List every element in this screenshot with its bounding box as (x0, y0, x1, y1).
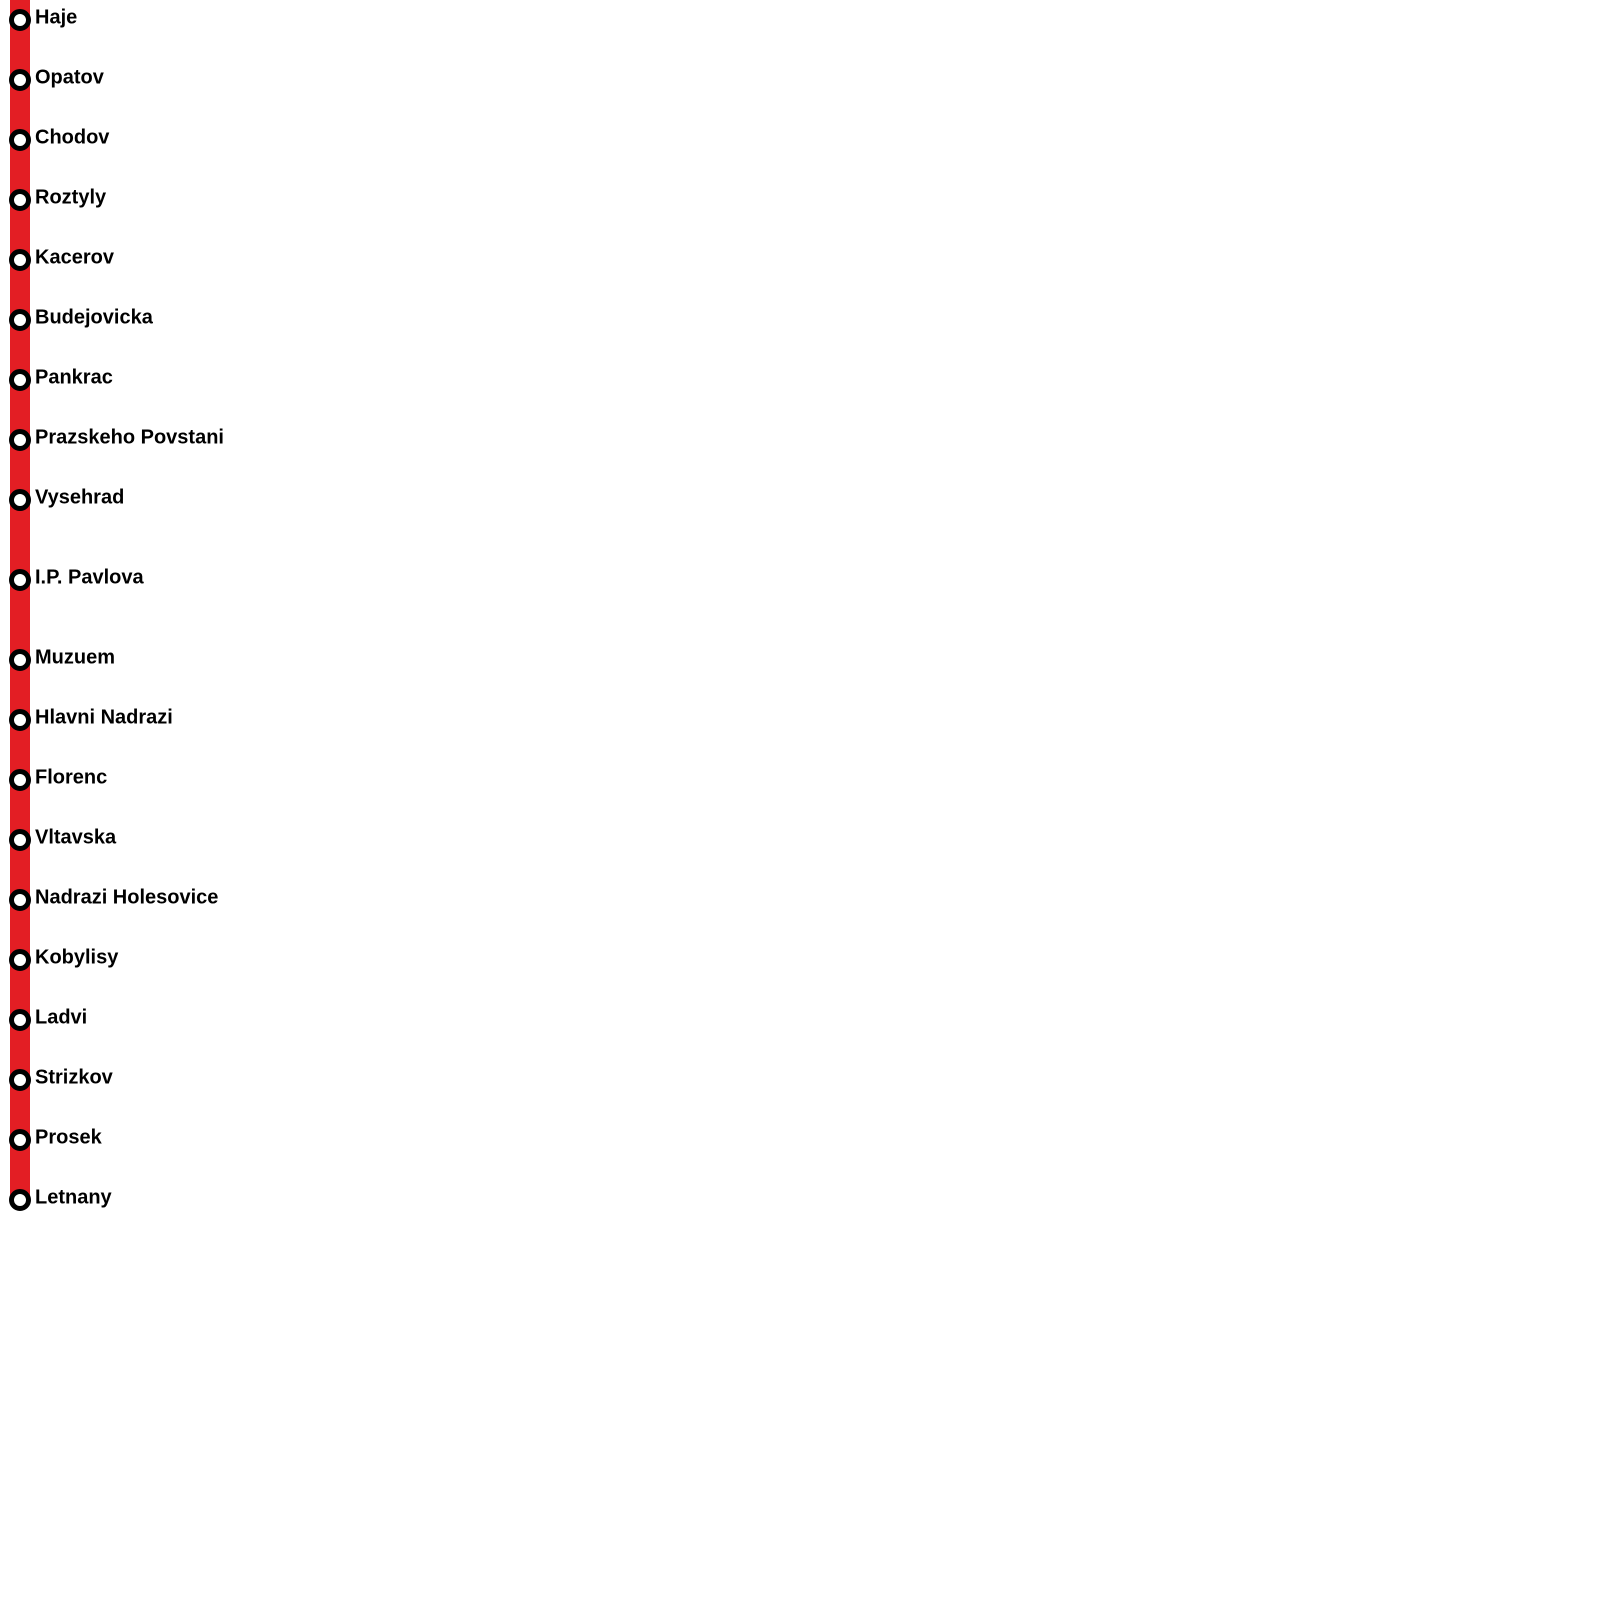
station-label: Pankrac (35, 366, 113, 388)
station-dot (9, 949, 31, 971)
station-label: I.P. Pavlova (35, 566, 144, 588)
station-dot (9, 129, 31, 151)
station-dot (9, 1069, 31, 1091)
station-dot (9, 489, 31, 511)
station-dot (9, 1009, 31, 1031)
station-label: Opatov (35, 66, 105, 88)
station-dot (9, 369, 31, 391)
station-label: Kobylisy (35, 946, 119, 968)
station-label: Florenc (35, 766, 107, 788)
station-label: Nadrazi Holesovice (35, 886, 218, 908)
station-dot (9, 709, 31, 731)
station-dot (9, 829, 31, 851)
station-dot (9, 429, 31, 451)
station-label: Vltavska (35, 826, 117, 848)
station-label: Hlavni Nadrazi (35, 706, 173, 728)
station-label: Haje (35, 6, 77, 28)
station-dot (9, 769, 31, 791)
station-dot (9, 649, 31, 671)
station-dot (9, 569, 31, 591)
station-label: Muzuem (35, 646, 115, 668)
station-label: Vysehrad (35, 486, 124, 508)
station-dot (9, 9, 31, 31)
station-label: Budejovicka (35, 306, 154, 328)
station-dot (9, 189, 31, 211)
station-dot (9, 309, 31, 331)
station-label: Chodov (35, 126, 110, 148)
station-dot (9, 69, 31, 91)
station-dot (9, 889, 31, 911)
station-label: Strizkov (35, 1066, 114, 1088)
station-label: Prosek (35, 1126, 103, 1148)
station-dot (9, 1189, 31, 1211)
station-label: Kacerov (35, 246, 115, 268)
station-label: Roztyly (35, 186, 107, 208)
station-label: Ladvi (35, 1006, 87, 1028)
station-label: Letnany (35, 1186, 113, 1208)
station-dot (9, 1129, 31, 1151)
station-label: Prazskeho Povstani (35, 426, 224, 448)
stations: Haje Opatov Chodov Roztyly Kacerov Budejovick… (9, 6, 224, 1211)
station-dot (9, 249, 31, 271)
